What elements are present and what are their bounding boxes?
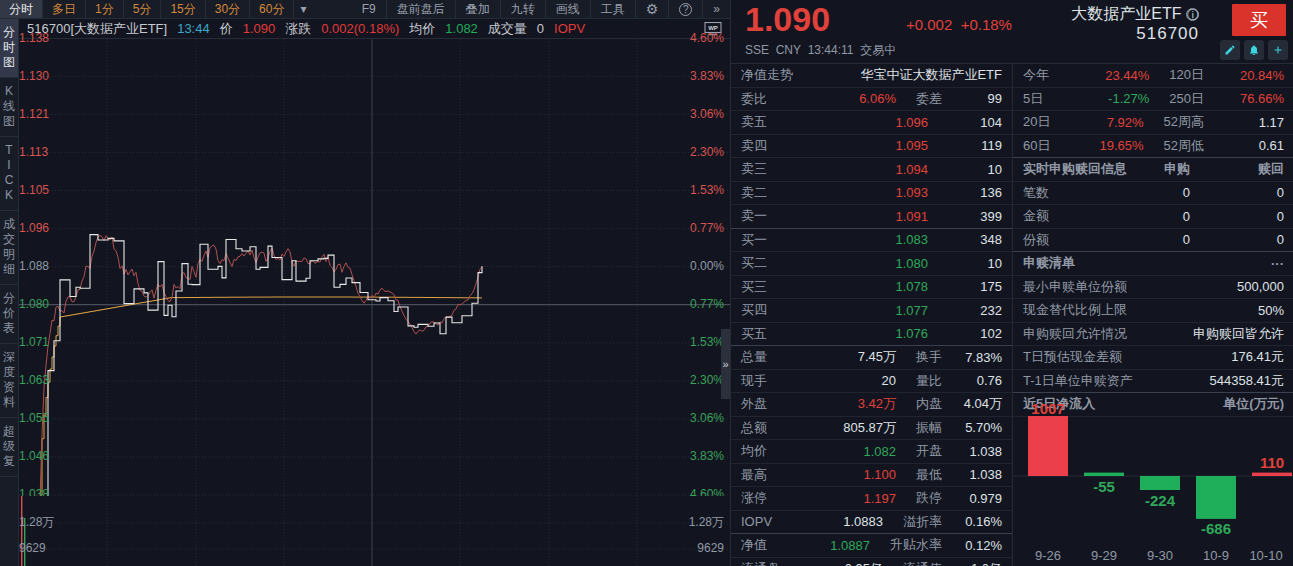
svg-text:WP: WP [708,25,718,31]
